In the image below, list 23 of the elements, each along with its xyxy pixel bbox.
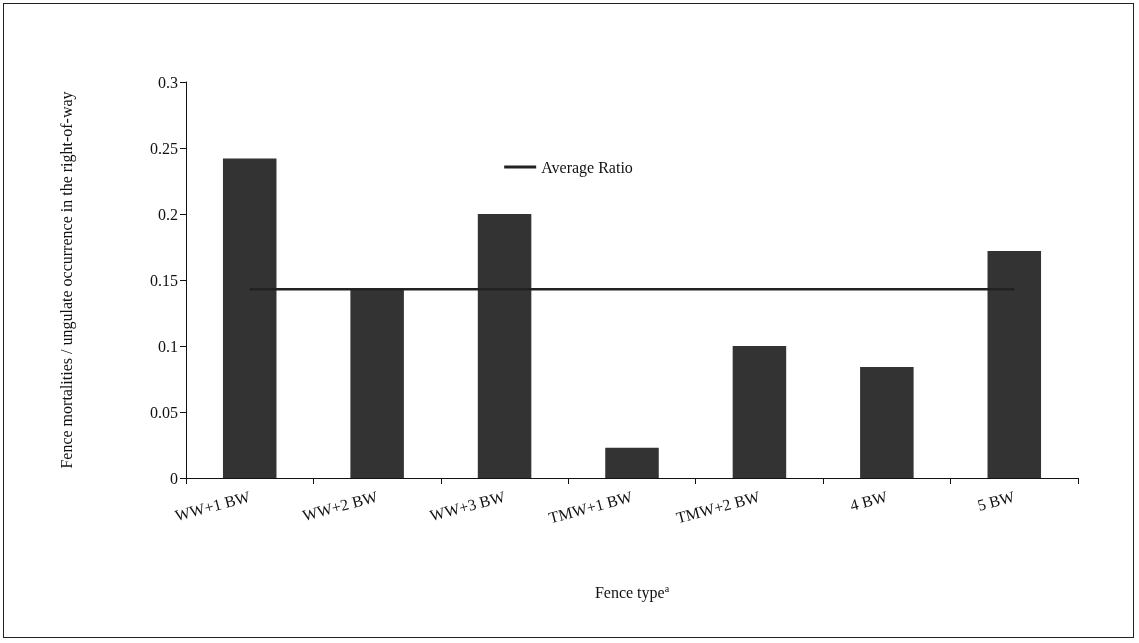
x-tick-label: 5 BW <box>975 487 1018 514</box>
x-tick-label: WW+3 BW <box>428 487 508 525</box>
bar <box>477 214 532 478</box>
bar <box>350 289 404 478</box>
bar <box>732 346 787 478</box>
x-tick-label: TMW+2 BW <box>674 487 763 527</box>
y-tick-label: 0.05 <box>150 403 178 421</box>
x-tick-label: 4 BW <box>848 487 890 514</box>
y-axis-title: Fence mortalities / ungulate occurrence in the right-of-way <box>57 91 76 469</box>
y-tick-label: 0.25 <box>150 139 178 157</box>
y-tick-label: 0.3 <box>158 73 178 91</box>
bar <box>605 447 659 478</box>
bar <box>987 250 1042 478</box>
legend-label: Average Ratio <box>541 158 633 177</box>
y-tick-label: 0.15 <box>150 271 178 289</box>
x-tick-label: WW+2 BW <box>300 487 381 525</box>
y-tick-label: 0 <box>170 469 178 487</box>
bar <box>860 367 914 478</box>
x-tick-label: WW+1 BW <box>173 487 253 525</box>
y-tick-label: 0.2 <box>158 205 178 223</box>
x-tick-label: TMW+1 BW <box>546 487 636 527</box>
y-tick-label: 0.1 <box>158 337 178 355</box>
bar <box>222 158 277 478</box>
